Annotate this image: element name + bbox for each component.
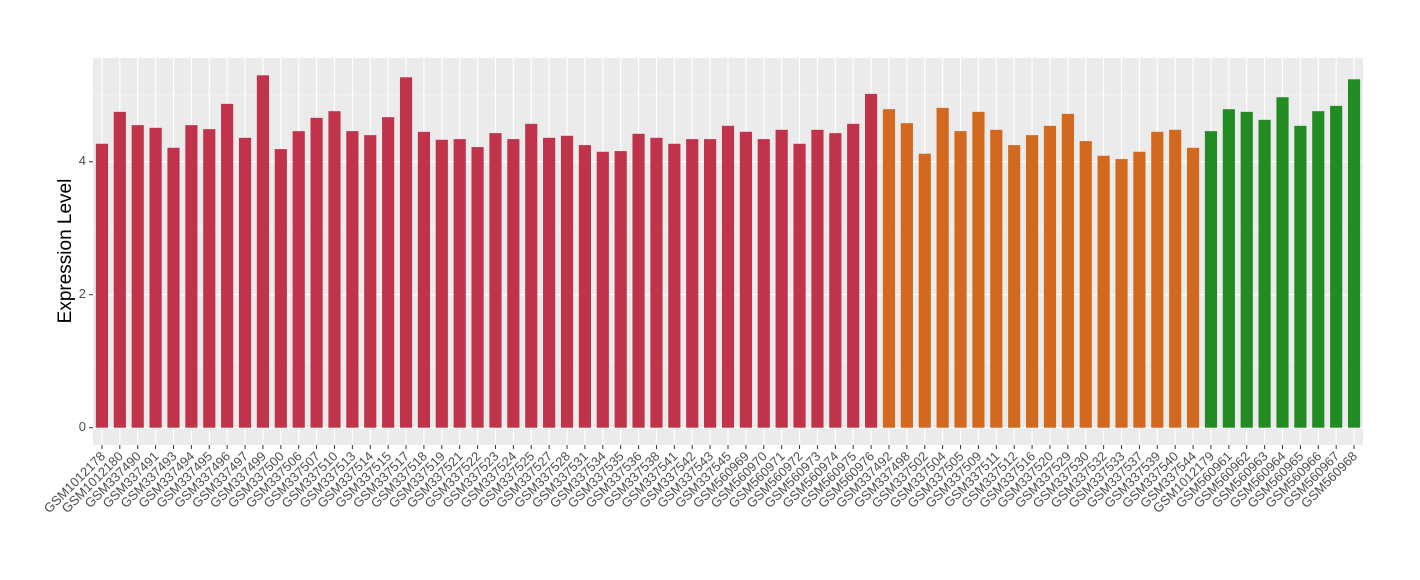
bar	[364, 135, 377, 428]
bar	[256, 75, 270, 428]
y-tick-label: 0	[79, 419, 86, 434]
bar	[721, 125, 735, 428]
bar	[865, 93, 878, 428]
bar	[1186, 147, 1200, 428]
bar	[238, 137, 252, 428]
bar	[1204, 131, 1218, 428]
bar	[149, 127, 162, 428]
bar	[1347, 79, 1361, 428]
bar	[686, 139, 699, 428]
bar	[847, 123, 860, 428]
bar	[829, 133, 842, 428]
bar	[435, 139, 448, 428]
bar	[310, 117, 323, 428]
bar	[1097, 155, 1110, 428]
bar	[1133, 151, 1146, 428]
bar	[614, 151, 627, 428]
bar	[990, 129, 1003, 428]
bar	[1312, 111, 1325, 428]
bar	[1151, 131, 1164, 428]
bar	[1043, 125, 1057, 428]
bar	[757, 139, 770, 428]
bar	[185, 125, 198, 428]
bar	[471, 147, 484, 428]
bar	[1026, 135, 1039, 428]
bar	[704, 139, 717, 428]
bar	[525, 123, 538, 428]
bar	[900, 123, 913, 428]
bar	[221, 103, 234, 428]
bar	[954, 131, 967, 428]
bar	[1240, 111, 1253, 428]
y-tick-label: 2	[79, 286, 86, 301]
bar	[1330, 105, 1343, 428]
bar	[274, 149, 287, 428]
bar	[775, 129, 788, 428]
bar	[596, 151, 609, 428]
bar	[382, 117, 395, 428]
bar	[167, 147, 180, 428]
bar	[972, 111, 985, 428]
bar	[811, 129, 824, 428]
bar	[113, 111, 126, 428]
bar	[918, 153, 931, 428]
bar	[417, 131, 430, 428]
bar	[650, 137, 663, 428]
y-axis-title: Expression Level	[55, 179, 76, 324]
bar	[453, 139, 466, 428]
bar	[543, 137, 556, 428]
bar	[292, 131, 305, 428]
bar	[578, 145, 591, 428]
bar	[1222, 109, 1235, 428]
bar	[668, 143, 681, 428]
bar	[489, 133, 502, 428]
bar	[882, 109, 896, 428]
bar	[328, 111, 341, 428]
bar	[739, 131, 752, 428]
bar	[1079, 141, 1092, 428]
bar	[507, 139, 520, 428]
bar	[1061, 113, 1074, 428]
bar	[1294, 125, 1307, 428]
bar	[95, 143, 109, 428]
bar	[399, 77, 413, 428]
bar	[1276, 97, 1289, 428]
bar	[1115, 159, 1128, 428]
bar	[560, 135, 574, 428]
bar	[1008, 145, 1021, 428]
bar	[346, 131, 359, 428]
bar	[131, 125, 144, 428]
bar	[1258, 119, 1271, 428]
y-tick-label: 4	[79, 153, 86, 168]
bar	[793, 143, 806, 428]
bar	[936, 107, 949, 428]
bar	[1169, 129, 1182, 428]
bar	[632, 133, 645, 428]
bar	[203, 129, 216, 428]
